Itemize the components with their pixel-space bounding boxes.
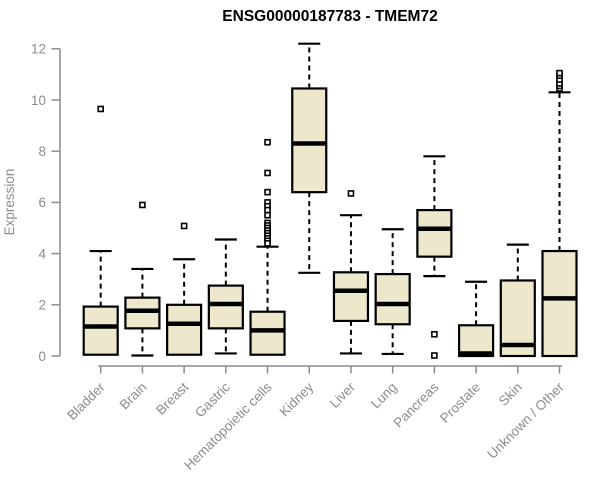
boxes-layer (82, 42, 578, 359)
outlier-point (139, 201, 146, 209)
iqr-box (457, 324, 495, 358)
box-brain (124, 201, 161, 357)
outlier-point (264, 211, 271, 219)
box-lung (374, 228, 411, 356)
x-tick-label: Brain (117, 380, 150, 413)
iqr-box (207, 284, 244, 330)
outlier-point (264, 169, 271, 177)
x-tick-label: Skin (496, 380, 525, 409)
box-gastric (207, 238, 244, 355)
x-tick-label: Prostate (437, 380, 483, 426)
x-tick-label: Kidney (277, 379, 317, 419)
outlier-point (264, 240, 271, 247)
y-tick-label: 2 (38, 298, 46, 313)
iqr-box (82, 305, 119, 356)
outlier-point (431, 330, 438, 338)
y-axis-label: Expression (2, 169, 17, 236)
x-tick-label: Gastric (192, 379, 233, 420)
y-tick-label: 12 (31, 42, 46, 57)
iqr-box (332, 271, 370, 323)
box-hematopoietic-cells (249, 138, 286, 356)
box-breast (166, 222, 203, 356)
box-liver (332, 190, 370, 355)
box-prostate (457, 280, 495, 358)
chart-title: ENSG00000187783 - TMEM72 (222, 8, 437, 25)
outlier-point (556, 69, 563, 77)
iqr-box (541, 249, 578, 358)
x-tick-label: Unknown / Other (484, 379, 567, 462)
iqr-box (124, 296, 161, 330)
box-skin (499, 243, 536, 358)
outlier-point (97, 105, 104, 113)
iqr-box (416, 208, 453, 258)
outlier-point (431, 352, 438, 359)
outlier-point (264, 188, 271, 196)
box-bladder (82, 105, 119, 356)
box-pancreas (416, 155, 453, 359)
y-tick-label: 10 (31, 93, 46, 108)
x-tick-label: Pancreas (391, 379, 442, 430)
outlier-point (264, 206, 271, 214)
iqr-box (291, 87, 328, 194)
x-tick-label: Bladder (64, 379, 108, 423)
y-tick-label: 4 (38, 246, 46, 261)
iqr-box (374, 272, 411, 326)
y-tick-label: 8 (38, 144, 46, 159)
iqr-box (166, 303, 203, 356)
box-unknown-other (541, 69, 578, 358)
x-tick-label: Lung (368, 380, 400, 412)
outlier-point (264, 138, 271, 146)
outlier-point (347, 190, 355, 197)
x-tick-label: Liver (327, 379, 359, 411)
iqr-box (249, 310, 286, 356)
x-tick-label: Breast (153, 379, 191, 417)
y-tick-label: 6 (38, 195, 46, 210)
outlier-point (180, 222, 188, 230)
y-tick-label: 0 (38, 349, 46, 364)
box-kidney (291, 42, 328, 274)
